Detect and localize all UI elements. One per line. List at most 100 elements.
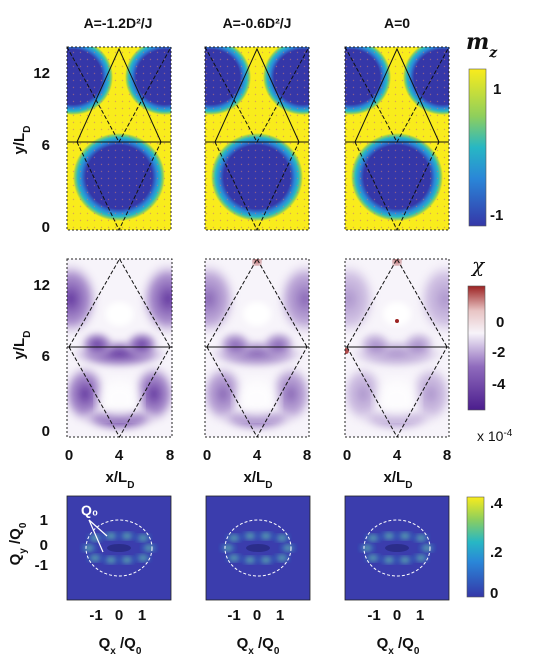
column-title: A=-1.2D²/J bbox=[84, 15, 153, 31]
sq-peak bbox=[397, 532, 413, 540]
chi-region bbox=[401, 330, 437, 358]
chi-region bbox=[205, 259, 239, 339]
y-tick: 0 bbox=[40, 537, 48, 554]
lattice-line bbox=[66, 46, 172, 144]
chi-panel bbox=[205, 259, 309, 437]
x-tick: 1 bbox=[416, 607, 424, 624]
sq-peak bbox=[81, 544, 97, 552]
chi-region bbox=[138, 259, 172, 339]
sq-peak bbox=[258, 556, 274, 564]
y-axis-label: y/LD bbox=[11, 331, 33, 360]
sq-center bbox=[107, 544, 131, 552]
x-tick: 0 bbox=[253, 607, 261, 624]
colorbar-label-chi: χ bbox=[470, 253, 486, 277]
y-tick: 1 bbox=[40, 512, 48, 529]
chi-region bbox=[217, 330, 253, 358]
x-tick: 8 bbox=[443, 447, 451, 464]
sq-peak bbox=[119, 556, 135, 564]
colorbar-tick: 0 bbox=[496, 314, 504, 331]
y-axis-label: y/LD bbox=[11, 126, 33, 155]
q0-arrow bbox=[88, 519, 108, 537]
chi-region bbox=[79, 330, 115, 358]
colorbar-tick: .2 bbox=[490, 544, 503, 561]
y-tick: 0 bbox=[42, 219, 50, 236]
lattice-line bbox=[354, 141, 440, 232]
sq-peak bbox=[381, 556, 397, 564]
q0-annotation: Q₀ bbox=[81, 502, 98, 518]
sq-panels: Q₀ bbox=[66, 495, 450, 601]
x-tick: 0 bbox=[115, 607, 123, 624]
chi-bright bbox=[383, 302, 411, 326]
sq-peak bbox=[381, 532, 397, 540]
sq-peak bbox=[87, 554, 103, 562]
colorbar-tick: .4 bbox=[490, 495, 503, 512]
lattice-line bbox=[214, 47, 300, 143]
x-tick: 1 bbox=[138, 607, 146, 624]
q0-circle bbox=[224, 519, 292, 577]
mz-panel bbox=[345, 47, 449, 230]
sq-peak bbox=[413, 534, 429, 542]
sq-peak bbox=[413, 554, 429, 562]
lattice-line bbox=[354, 47, 440, 143]
sq-peak bbox=[242, 556, 258, 564]
sq-peak bbox=[258, 532, 274, 540]
x-tick: -1 bbox=[227, 607, 240, 624]
sq-peak bbox=[359, 544, 375, 552]
x-tick: -1 bbox=[89, 607, 102, 624]
chi-positive bbox=[393, 259, 401, 265]
x-ticks-sq: -1 0 1 -1 0 1 -1 0 1 bbox=[89, 607, 424, 624]
chi-bright bbox=[235, 379, 279, 419]
y-tick: -1 bbox=[35, 557, 48, 574]
colorbar-sq bbox=[466, 496, 485, 598]
sq-peak bbox=[280, 544, 296, 552]
x-tick: -1 bbox=[367, 607, 380, 624]
q0-circle bbox=[85, 519, 153, 577]
lattice-line bbox=[68, 346, 171, 439]
sq-peak bbox=[119, 532, 135, 540]
sq-peak bbox=[274, 554, 290, 562]
sq-peak bbox=[365, 534, 381, 542]
chi-bright bbox=[105, 302, 134, 326]
lattice-line bbox=[204, 46, 310, 144]
mz-panels bbox=[66, 46, 450, 232]
column-title: A=-0.6D²/J bbox=[223, 15, 292, 31]
sq-center bbox=[385, 544, 409, 552]
x-tick: 4 bbox=[115, 447, 124, 464]
sq-peak bbox=[135, 554, 151, 562]
x-tick: 0 bbox=[393, 607, 401, 624]
chi-panel bbox=[67, 259, 172, 437]
panel-frame bbox=[204, 46, 310, 231]
lattice-line bbox=[346, 346, 448, 439]
chi-bright bbox=[375, 379, 419, 419]
colorbar-scale: x 10-4 bbox=[477, 428, 513, 445]
sq-peak bbox=[135, 534, 151, 542]
colorbar-mz bbox=[468, 68, 487, 227]
x-tick: 8 bbox=[166, 447, 174, 464]
x-tick: 4 bbox=[393, 447, 402, 464]
y-axis-label: Qy /Q0 bbox=[7, 522, 29, 565]
colorbar-tick: 0 bbox=[490, 585, 498, 602]
lattice-line bbox=[206, 257, 308, 348]
column-title: A=0 bbox=[384, 15, 410, 31]
chi-panel bbox=[345, 259, 449, 437]
q0-arrow bbox=[88, 519, 104, 553]
sq-peak bbox=[274, 534, 290, 542]
sq-peak bbox=[419, 544, 435, 552]
sq-peak bbox=[103, 556, 119, 564]
sq-peak bbox=[220, 544, 236, 552]
colorbar-tick: -4 bbox=[492, 376, 506, 393]
q0-circle bbox=[363, 519, 431, 577]
y-tick: 6 bbox=[42, 348, 50, 365]
lattice-line bbox=[76, 47, 162, 143]
chi-region bbox=[357, 330, 393, 358]
x-axis-label: x/LD bbox=[244, 469, 273, 491]
x-tick: 4 bbox=[253, 447, 262, 464]
chi-bright bbox=[97, 379, 142, 419]
lattice-line bbox=[76, 141, 162, 232]
chi-bright bbox=[243, 302, 271, 326]
sq-peak bbox=[226, 554, 242, 562]
chi-positive bbox=[395, 319, 399, 323]
sq-peak bbox=[242, 532, 258, 540]
y-tick: 12 bbox=[33, 65, 50, 82]
